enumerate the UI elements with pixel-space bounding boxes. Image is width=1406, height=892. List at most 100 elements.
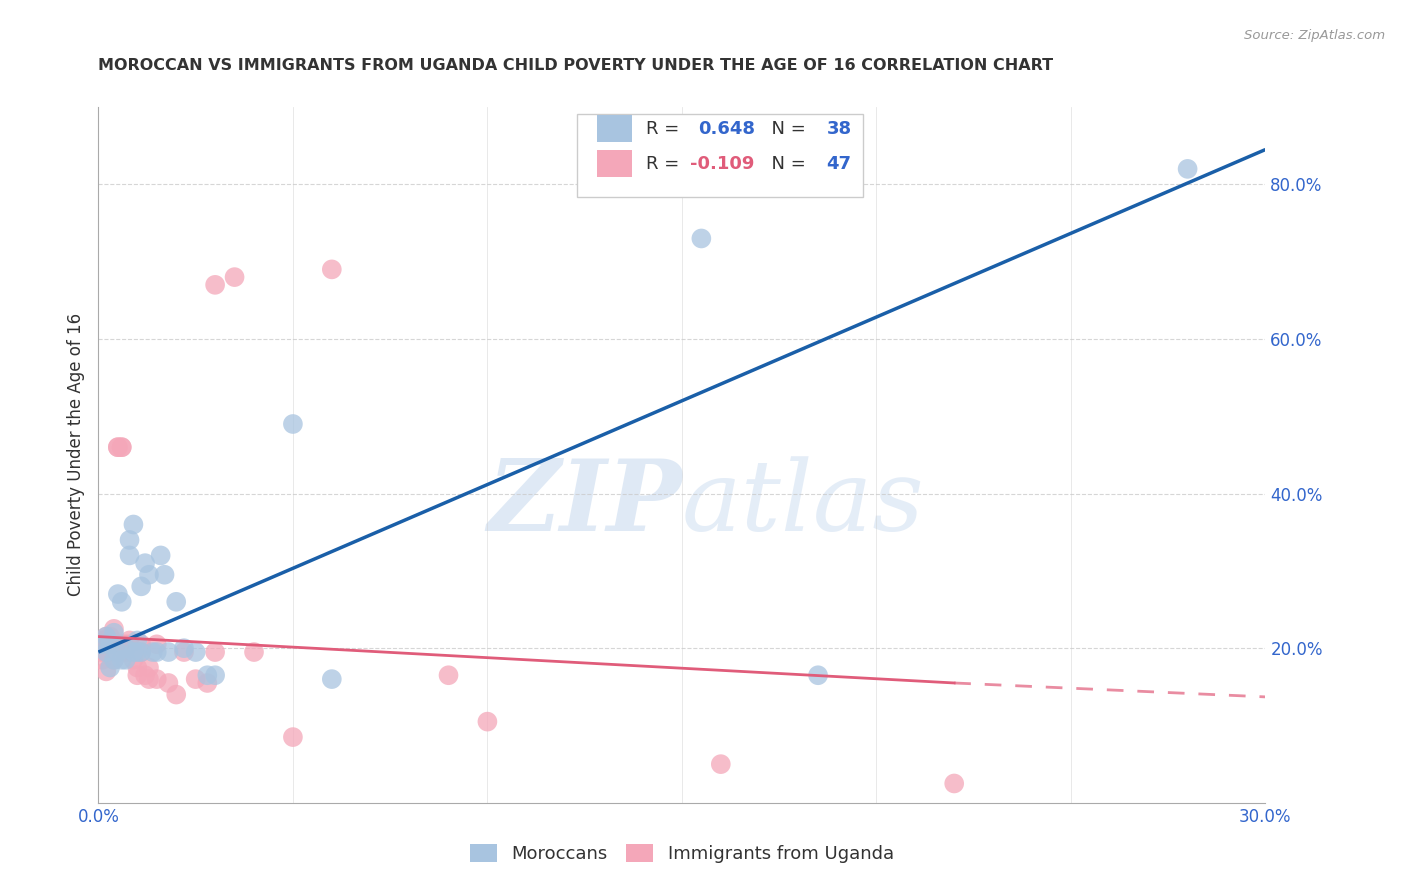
Point	[107, 645, 129, 659]
Point	[118, 549, 141, 563]
Point	[111, 440, 134, 454]
Point	[127, 633, 149, 648]
Point	[184, 672, 207, 686]
Text: R =: R =	[645, 120, 690, 137]
Point	[103, 637, 125, 651]
Point	[195, 676, 218, 690]
Point	[129, 579, 152, 593]
Point	[477, 714, 499, 729]
Point	[103, 625, 125, 640]
Point	[807, 668, 830, 682]
Text: MOROCCAN VS IMMIGRANTS FROM UGANDA CHILD POVERTY UNDER THE AGE OF 16 CORRELATION: MOROCCAN VS IMMIGRANTS FROM UGANDA CHILD…	[98, 58, 1053, 73]
Point	[127, 668, 149, 682]
Point	[943, 776, 966, 790]
Point	[127, 645, 149, 659]
FancyBboxPatch shape	[596, 151, 631, 178]
Point	[122, 517, 145, 532]
Point	[103, 653, 125, 667]
Point	[111, 440, 134, 454]
Point	[204, 277, 226, 292]
Point	[111, 653, 134, 667]
Point	[184, 645, 207, 659]
Point	[195, 668, 218, 682]
Point	[153, 567, 176, 582]
Point	[114, 641, 136, 656]
Point	[96, 633, 118, 648]
Text: ZIP: ZIP	[486, 456, 682, 552]
Point	[98, 645, 121, 659]
Point	[157, 645, 180, 659]
Text: Source: ZipAtlas.com: Source: ZipAtlas.com	[1244, 29, 1385, 42]
Point	[111, 645, 134, 659]
Point	[96, 645, 118, 659]
Point	[710, 757, 733, 772]
Point	[96, 630, 118, 644]
Point	[321, 672, 343, 686]
Point	[165, 595, 187, 609]
Point	[321, 262, 343, 277]
Point	[91, 645, 114, 659]
Point	[118, 633, 141, 648]
Point	[173, 645, 195, 659]
Point	[204, 645, 226, 659]
Point	[690, 231, 713, 245]
Point	[173, 641, 195, 656]
Point	[146, 645, 169, 659]
Point	[134, 668, 156, 682]
Point	[96, 665, 118, 679]
Point	[107, 440, 129, 454]
Text: 0.648: 0.648	[699, 120, 755, 137]
Point	[103, 622, 125, 636]
Point	[118, 533, 141, 547]
Point	[129, 645, 152, 659]
Text: N =: N =	[761, 155, 811, 173]
Point	[281, 417, 304, 431]
Point	[91, 637, 114, 651]
Point	[111, 595, 134, 609]
Point	[204, 668, 226, 682]
Text: atlas: atlas	[682, 456, 925, 551]
Point	[107, 637, 129, 651]
FancyBboxPatch shape	[596, 115, 631, 142]
Point	[98, 637, 121, 651]
Point	[138, 672, 160, 686]
Point	[107, 440, 129, 454]
FancyBboxPatch shape	[576, 114, 863, 197]
Point	[111, 637, 134, 651]
Point	[281, 730, 304, 744]
Point	[127, 660, 149, 674]
Point	[114, 637, 136, 651]
Text: -0.109: -0.109	[690, 155, 755, 173]
Point	[98, 637, 121, 651]
Point	[129, 637, 152, 651]
Point	[157, 676, 180, 690]
Point	[142, 645, 165, 659]
Point	[437, 668, 460, 682]
Point	[122, 653, 145, 667]
Point	[96, 645, 118, 659]
Point	[138, 567, 160, 582]
Point	[91, 633, 114, 648]
Point	[98, 660, 121, 674]
Text: 47: 47	[827, 155, 852, 173]
Point	[98, 630, 121, 644]
Point	[146, 637, 169, 651]
Point	[96, 630, 118, 644]
Point	[118, 637, 141, 651]
Point	[91, 653, 114, 667]
Point	[165, 688, 187, 702]
Point	[114, 645, 136, 659]
Point	[146, 672, 169, 686]
Point	[129, 645, 152, 659]
Y-axis label: Child Poverty Under the Age of 16: Child Poverty Under the Age of 16	[66, 313, 84, 597]
Point	[138, 660, 160, 674]
Point	[243, 645, 266, 659]
Point	[103, 653, 125, 667]
Point	[149, 549, 172, 563]
Point	[224, 270, 246, 285]
Point	[114, 653, 136, 667]
Point	[122, 645, 145, 659]
Legend: Moroccans, Immigrants from Uganda: Moroccans, Immigrants from Uganda	[463, 837, 901, 871]
Point	[107, 587, 129, 601]
Point	[134, 556, 156, 570]
